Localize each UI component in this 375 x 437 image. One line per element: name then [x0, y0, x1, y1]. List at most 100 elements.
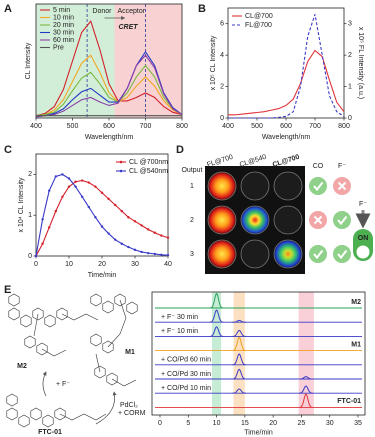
scheme-label: + F⁻: [56, 381, 70, 388]
chromatogram-peak: [209, 309, 224, 323]
well: [240, 239, 270, 269]
check-mark: [313, 249, 324, 260]
molecule-bond: [33, 313, 39, 337]
x-tick-label: 5: [186, 420, 190, 427]
series-marker: [127, 216, 130, 219]
y2-tick-label: 0: [348, 115, 352, 122]
x-tick-label: 600: [280, 123, 292, 130]
plot-frame: [151, 291, 366, 416]
well: [240, 171, 270, 201]
well: [273, 205, 303, 235]
y-tick-label: 2: [220, 83, 224, 90]
x-tick-label: 15: [241, 420, 249, 427]
series-marker: [67, 177, 71, 180]
molecule-ring: [44, 314, 56, 328]
x-tick-label: 30: [326, 420, 334, 427]
switch-input: F⁻: [359, 201, 367, 208]
series-marker: [100, 225, 104, 228]
legend-label: 10 min: [53, 14, 74, 21]
x-tick-label: 10: [213, 420, 221, 427]
molecule-bond: [95, 353, 101, 373]
molecule-ring: [42, 414, 54, 428]
y2-tick-label: 3: [348, 21, 352, 28]
x-tick-label: 800: [338, 123, 350, 130]
chromatogram-peak: [232, 329, 247, 337]
y-axis-label: x 10⁵ CL Intensity: [210, 35, 217, 90]
legend-label: 30 min: [53, 29, 74, 36]
panel-label: D: [176, 144, 184, 156]
legend-label: 5 min: [53, 7, 70, 14]
chromatogram-peak: [299, 393, 313, 408]
molecule-ring: [54, 407, 66, 421]
trace-label: FTC-01: [337, 398, 361, 405]
molecule-ring: [106, 372, 118, 386]
x-tick-label: 400: [30, 123, 42, 130]
series-marker: [67, 185, 71, 188]
molecule-ring: [24, 335, 36, 349]
series-marker: [74, 180, 77, 183]
region: [114, 4, 182, 118]
cross-mark: [337, 181, 347, 191]
molecule-ring: [90, 333, 102, 347]
scheme-label: PdCl₂: [120, 402, 138, 409]
molecule-ring: [18, 414, 30, 428]
scheme-label: M1: [125, 349, 135, 356]
row-label: 1: [190, 183, 194, 190]
scheme-label: FTC-01: [38, 429, 62, 436]
series-line: [35, 19, 183, 117]
series-marker: [54, 175, 57, 178]
row-label: 2: [190, 217, 194, 224]
chromatogram-peak: [299, 376, 313, 380]
y-tick-label: 1: [28, 212, 32, 219]
x-tick-label: 400: [222, 123, 234, 130]
chromatogram-peak: [232, 336, 247, 352]
check-icon: [333, 245, 351, 263]
region-label: Donor: [92, 8, 112, 15]
well: [240, 205, 270, 235]
trace-label: M2: [351, 299, 361, 306]
well: [207, 171, 237, 201]
y2-tick-label: 2: [348, 52, 352, 59]
chromatogram-peak: [232, 319, 246, 323]
molecule-bond: [107, 299, 127, 348]
series-marker: [34, 254, 38, 258]
x-axis-label: Time/min: [244, 429, 273, 436]
logic-header: F⁻: [338, 163, 346, 170]
y-axis-label: x 10⁴ CL Intensity: [18, 177, 25, 232]
series-marker: [61, 173, 64, 176]
series-marker: [54, 209, 57, 213]
series-line: [35, 54, 183, 118]
series-marker: [74, 185, 77, 188]
x-tick-label: 25: [298, 420, 306, 427]
series-marker: [120, 209, 124, 213]
legend-label: CL@700: [245, 13, 273, 20]
legend-marker: [119, 169, 123, 173]
legend-label: CL @700nm: [129, 159, 168, 166]
series-marker: [94, 216, 97, 219]
series-line: [35, 173, 169, 257]
panel-label: A: [4, 3, 12, 15]
legend-label: FL@700: [245, 22, 272, 29]
series-marker: [81, 195, 84, 199]
panel-label: B: [198, 3, 206, 15]
series-marker: [133, 220, 137, 223]
y-tick-label: 0: [28, 253, 32, 260]
trace-label: + F⁻ 30 min: [161, 314, 198, 321]
x-tick-label: 20: [269, 420, 277, 427]
x-axis-label: Wavelength/nm: [262, 134, 311, 141]
cross-mark: [313, 215, 323, 225]
series-marker: [61, 195, 64, 199]
annotation: CRET: [118, 24, 138, 31]
molecule-ring: [94, 365, 106, 379]
legend-label: 60 min: [53, 37, 74, 44]
trace-label: + F⁻ 10 min: [161, 328, 198, 335]
molecule-ring: [6, 407, 18, 421]
molecule-ring: [36, 342, 48, 356]
series-marker: [87, 205, 91, 209]
series-marker: [87, 181, 91, 184]
check-icon: [309, 177, 327, 195]
well: [273, 171, 303, 201]
series-marker: [114, 238, 117, 241]
x-axis-label: Time/min: [88, 272, 117, 279]
